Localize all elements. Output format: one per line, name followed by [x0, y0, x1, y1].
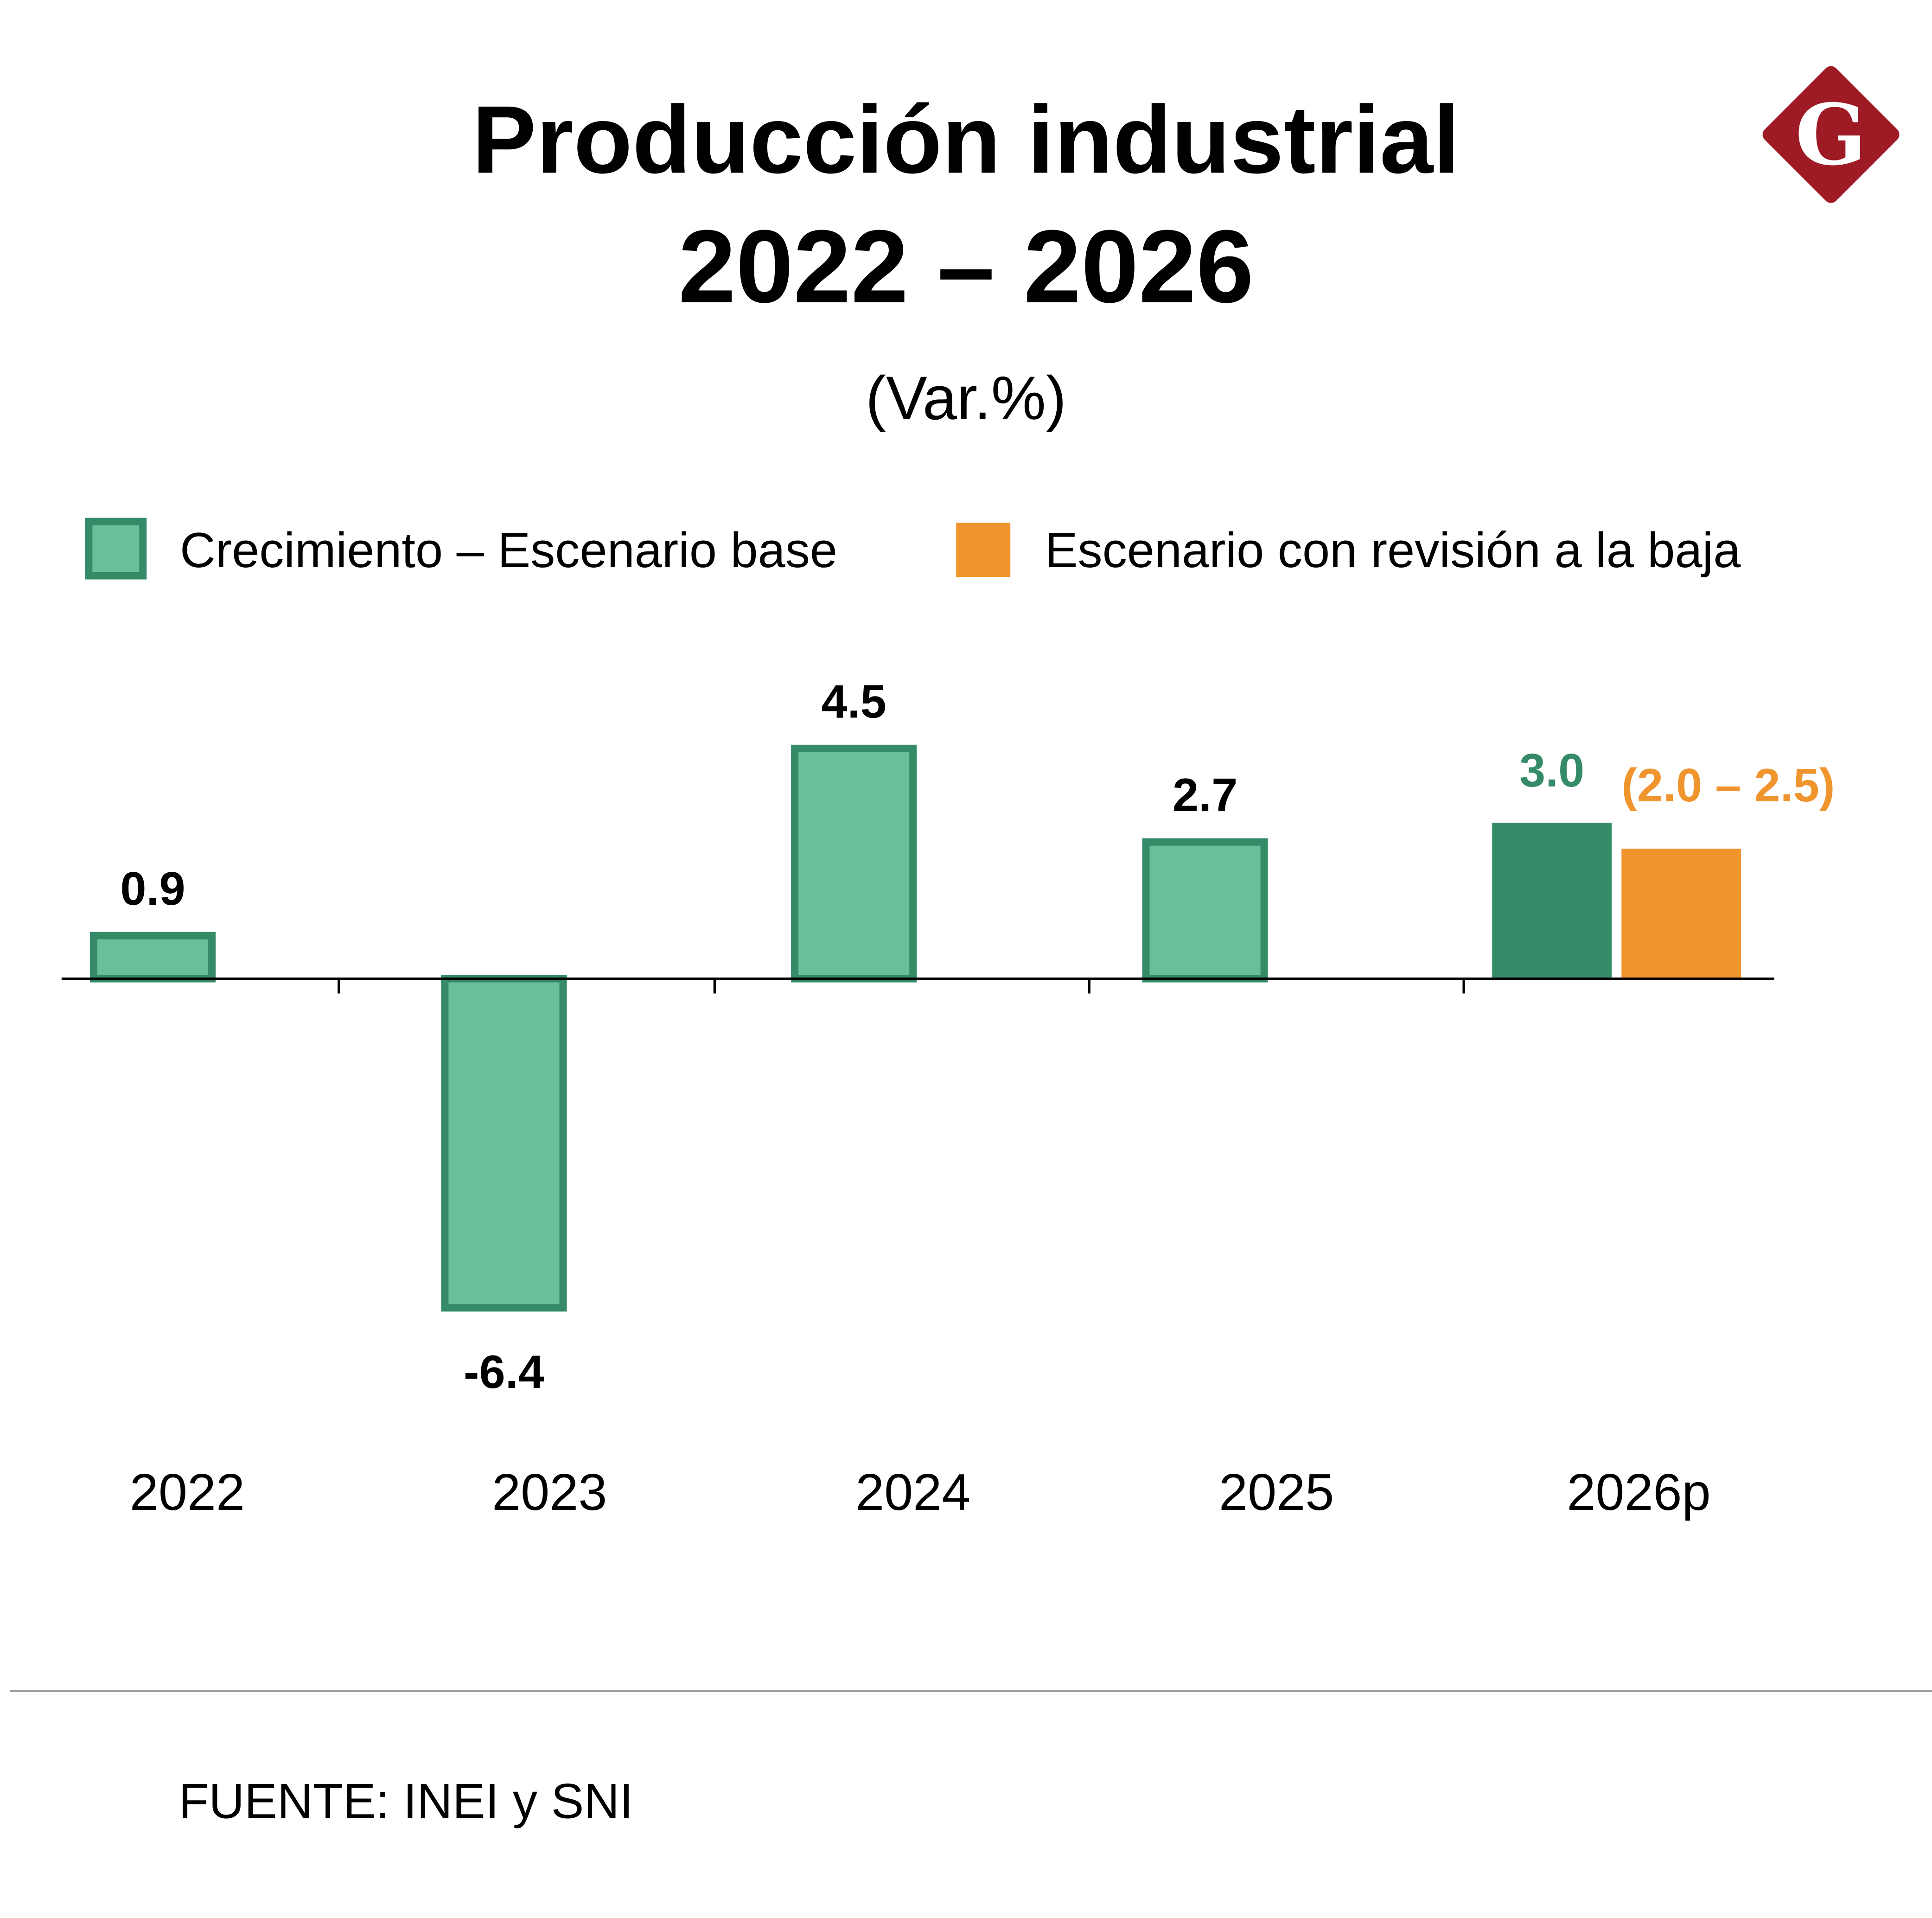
title-line-2: 2022 – 2026 — [678, 209, 1254, 325]
bar-2023 — [441, 975, 567, 1312]
bars — [89, 744, 1741, 1312]
logo: G — [1762, 66, 1900, 203]
bar-2026p-downside — [1621, 849, 1741, 979]
year-label-2023: 2023 — [492, 1463, 607, 1521]
value-label-2024: 4.5 — [821, 676, 886, 728]
value-label-2023: -6.4 — [464, 1346, 544, 1398]
subtitle: (Var.%) — [866, 364, 1066, 433]
bar-2026p-base — [1492, 823, 1612, 979]
bar-2024 — [791, 744, 917, 983]
legend: Crecimiento – Escenario base Escenario c… — [85, 518, 1741, 580]
year-label-2022: 2022 — [130, 1463, 245, 1521]
legend-label-base: Crecimiento – Escenario base — [180, 523, 837, 578]
logo-letter: G — [1795, 85, 1867, 184]
value-label-2022: 0.9 — [120, 863, 185, 915]
source-note: FUENTE: INEI y SNI — [179, 1773, 633, 1828]
x-ticks — [338, 978, 1465, 994]
value-label-2026p-base: 3.0 — [1519, 745, 1584, 797]
value-label-2025: 2.7 — [1173, 769, 1237, 821]
bar-2025 — [1142, 838, 1268, 983]
value-label-2026p-downside: (2.0 – 2.5) — [1621, 760, 1835, 812]
legend-label-downside: Escenario con revisión a la baja — [1045, 523, 1741, 578]
year-label-2024: 2024 — [855, 1463, 970, 1521]
title-line-1: Producción industrial — [472, 85, 1460, 193]
legend-swatch-downside — [956, 523, 1011, 577]
year-label-2025: 2025 — [1219, 1463, 1334, 1521]
bar-2022 — [89, 932, 216, 983]
value-labels: 0.9 -6.4 4.5 2.7 3.0 (2.0 – 2.5) — [120, 676, 1835, 1398]
year-label-2026p: 2026p — [1567, 1463, 1710, 1521]
logo-diamond — [1762, 66, 1900, 203]
year-labels: 2022 2023 2024 2025 2026p — [130, 1463, 1711, 1521]
legend-swatch-base — [85, 518, 147, 580]
